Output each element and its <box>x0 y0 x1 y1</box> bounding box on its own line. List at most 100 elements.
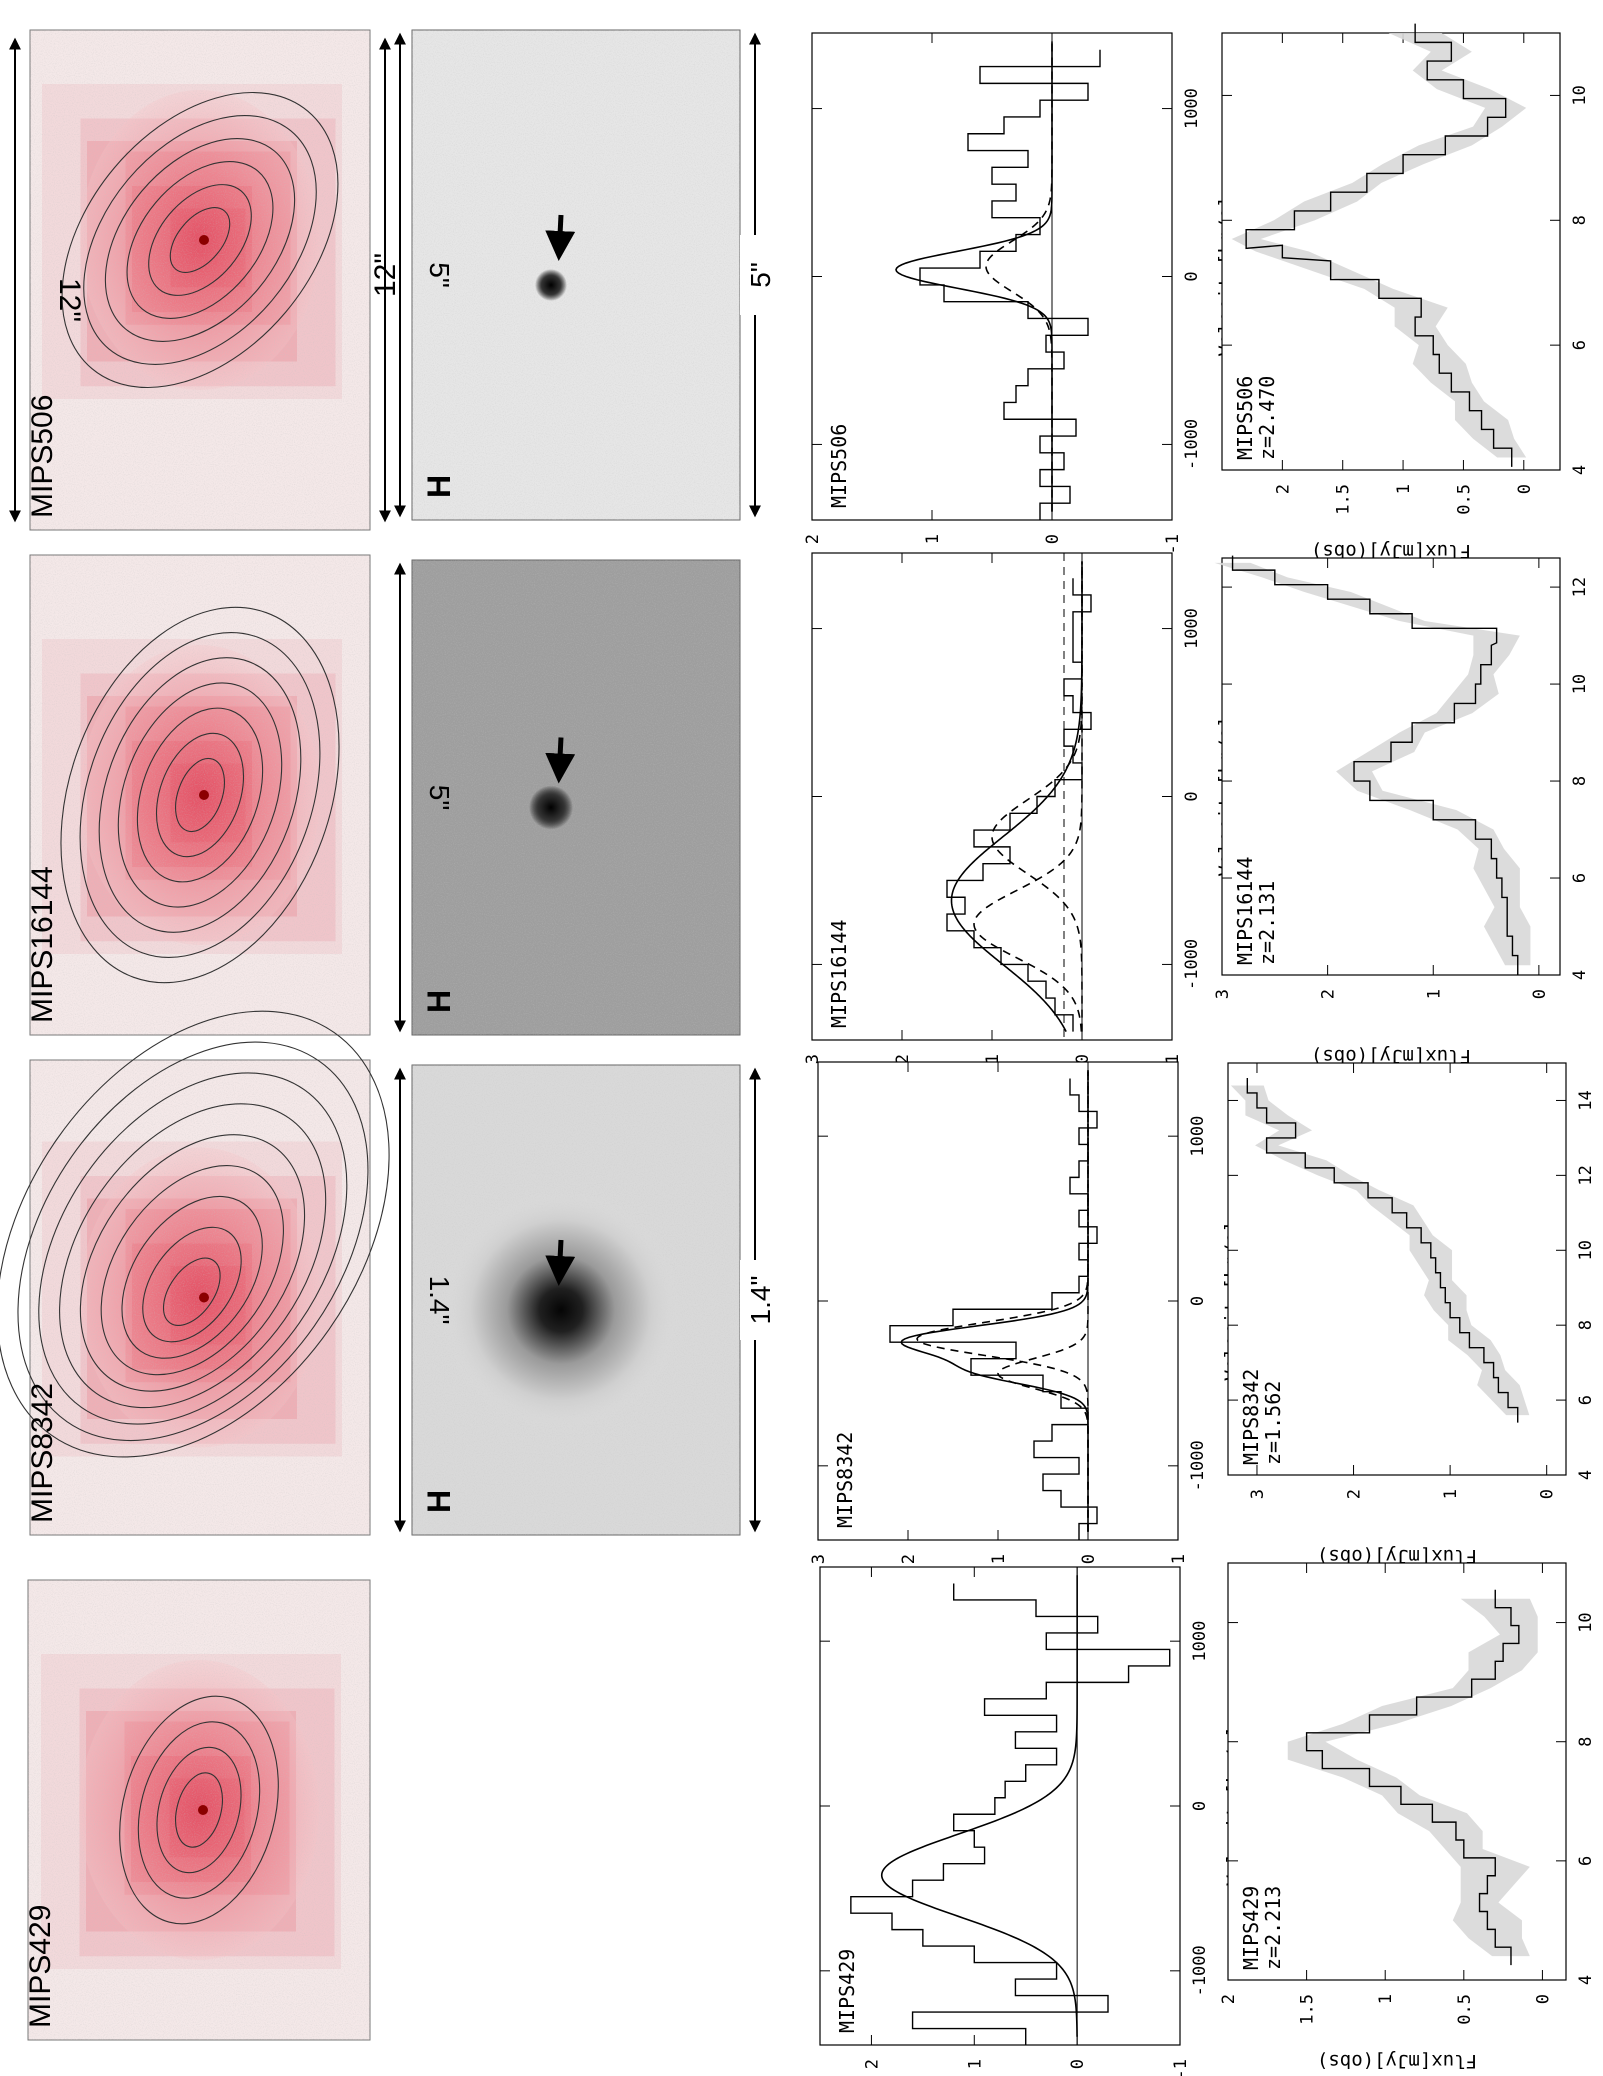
scale-label-bg <box>740 1260 770 1340</box>
spitzer-image-panel: MIPS429 <box>24 1579 371 2041</box>
flux-contour <box>126 161 274 319</box>
plot-frame <box>811 552 1173 1041</box>
x-tick-label: 8 <box>1570 776 1590 786</box>
flux-contour <box>175 1772 223 1848</box>
ir-spectrum-line <box>1305 1589 1520 1966</box>
y-tick-label: 0 <box>1533 1994 1553 2004</box>
source-core <box>199 235 209 245</box>
spectrum-histogram <box>919 49 1101 520</box>
flux-contour <box>137 1721 261 1899</box>
spectrum-histogram <box>889 1078 1098 1540</box>
flux-contour <box>98 657 302 933</box>
x-tick-label: 6 <box>1570 340 1590 350</box>
x-tick-label: 4 <box>1576 1975 1596 1985</box>
noise-texture <box>30 30 370 530</box>
panel-redshift-label: z=2.213 <box>1261 1886 1285 1970</box>
flux-contour <box>104 138 296 342</box>
source-core <box>199 790 209 800</box>
panel-source-label: MIPS506 <box>827 424 851 508</box>
x-tick-label: 4 <box>1570 970 1590 980</box>
panel-redshift-label: z=2.131 <box>1255 881 1279 965</box>
panel-source-label: MIPS506 <box>1233 376 1257 460</box>
x-tick-label: 1000 <box>1182 88 1202 129</box>
flux-contour <box>148 184 252 296</box>
uncertainty-band <box>1214 562 1531 966</box>
ir-spectrum-line <box>1245 23 1513 467</box>
y-tick-label: 0 <box>1538 1489 1558 1499</box>
plot-panel: 4681000.511.52λ[μm](rest)Flux[mJy](obs)M… <box>1219 1562 1596 2072</box>
source-core <box>199 1292 209 1303</box>
flux-contour <box>156 1746 242 1874</box>
y-tick-label: 2 <box>1319 989 1339 999</box>
flux-contour <box>136 707 264 883</box>
flux-contour <box>38 1072 348 1425</box>
hband-image-panel: H 5" <box>394 559 741 1036</box>
flux-contour <box>121 1195 263 1359</box>
flux-contour <box>175 757 225 833</box>
panel-source-label: MIPS429 <box>835 1949 859 2033</box>
source-name-label: MIPS8342 <box>26 1383 59 1523</box>
y-tick-label: 1 <box>983 1054 1003 1064</box>
x-tick-label: 10 <box>1576 1240 1596 1260</box>
panel-source-label: MIPS16144 <box>827 920 851 1028</box>
y-tick-label: 3 <box>809 1554 829 1564</box>
y-tick-label: 1.5 <box>1298 1994 1318 2025</box>
x-tick-label: 8 <box>1570 215 1590 225</box>
flux-contour <box>59 1103 327 1409</box>
hband-column: H5"5"H5"H1.4"1.4"No H-band data <box>394 29 1402 1956</box>
ir-spectrum-line <box>1231 555 1519 975</box>
y-tick-label: 0 <box>1079 1554 1099 1564</box>
x-tick-label: -1000 <box>1182 939 1202 990</box>
y-axis-label: Flux[mJy](obs) <box>1317 1545 1477 1567</box>
source-blob <box>529 785 573 830</box>
y-tick-label: 3 <box>1213 989 1233 999</box>
band-label: H <box>421 990 457 1013</box>
source-name-label: MIPS506 <box>26 395 59 518</box>
flux-contour <box>117 682 283 908</box>
x-tick-label: -1000 <box>1190 1945 1210 1996</box>
x-tick-label: 1000 <box>1190 1621 1210 1662</box>
x-tick-label: 0 <box>1188 1296 1208 1306</box>
x-tick-label: 0 <box>1182 271 1202 281</box>
fit-component-curve <box>997 1070 1089 1532</box>
x-tick-label: 12 <box>1576 1165 1596 1185</box>
panel-redshift-label: z=2.470 <box>1255 376 1279 460</box>
x-tick-label: 14 <box>1576 1090 1596 1110</box>
y-tick-label: 1 <box>1424 989 1444 999</box>
y-tick-label: 0 <box>1515 484 1535 494</box>
fit-component-curve <box>991 561 1083 1032</box>
fit-component-curve <box>985 41 1053 512</box>
flux-contour <box>155 732 245 858</box>
x-tick-label: 6 <box>1576 1395 1596 1405</box>
y-tick-label: 2 <box>1345 1489 1365 1499</box>
source-name-label: MIPS429 <box>24 1905 57 2028</box>
y-tick-label: 1 <box>965 2059 985 2069</box>
fit-component-curve <box>973 561 1083 1032</box>
source-arrow <box>545 1239 576 1286</box>
flux-contour <box>100 1165 284 1376</box>
fit-total-curve <box>880 1575 1078 2037</box>
panel-source-label: MIPS16144 <box>1233 857 1257 965</box>
plot-panel: -100001000-1012Velocity[km/s]Flux[mJy]MI… <box>803 32 1237 612</box>
x-tick-label: -1000 <box>1182 419 1202 470</box>
flux-contour <box>61 91 339 389</box>
plot-panel: -100001000-1012Velocity[km/s]Flux[mJy]MI… <box>819 1566 1245 2076</box>
source-arrow <box>545 214 576 261</box>
source-core <box>198 1805 208 1815</box>
y-tick-label: 1 <box>1441 1489 1461 1499</box>
vertical-scale-label: 5" <box>424 785 455 811</box>
spitzer-image-panel: MIPS506 <box>26 29 371 531</box>
ir-spectra-column: 4681000.511.52λ[μm](rest)Flux[mJy](obs)M… <box>1213 23 1596 2072</box>
source-name-label: MIPS16144 <box>26 866 59 1023</box>
y-tick-label: 2 <box>803 534 823 544</box>
scale-label-bg <box>740 235 770 315</box>
flux-contour <box>60 606 340 984</box>
hband-image-panel: H 5" 5" <box>394 29 776 521</box>
source-arrow <box>545 737 576 784</box>
flux-contour <box>169 207 231 273</box>
y-tick-label: 0.5 <box>1455 1994 1475 2025</box>
x-tick-label: 12 <box>1570 577 1590 597</box>
flux-contour <box>119 1695 279 1925</box>
uncertainty-band <box>1287 1598 1538 1957</box>
